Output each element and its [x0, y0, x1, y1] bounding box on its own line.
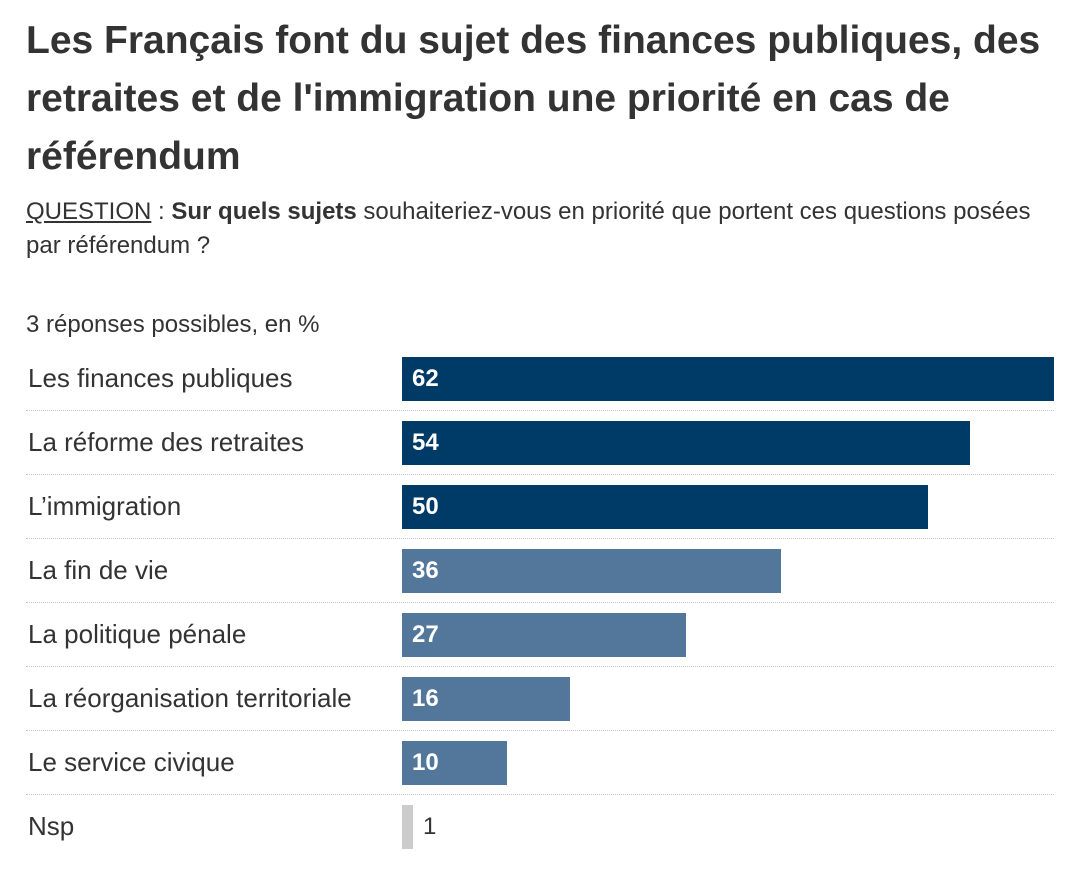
bar-row: La réorganisation territoriale 16 [26, 666, 1054, 731]
question-rest: souhaiteriez-vous en priorité que porten… [26, 198, 1031, 259]
bar-row: Les finances publiques 62 [26, 346, 1054, 411]
question-separator: : [151, 198, 172, 225]
chart-subtitle: 3 réponses possibles, en % [26, 311, 320, 338]
bar-value-label: 27 [412, 621, 439, 648]
category-label: Le service civique [28, 747, 235, 777]
bar-row: L’immigration 50 [26, 474, 1054, 539]
question-bold: Sur quels sujets [171, 198, 357, 225]
question-text: QUESTION : Sur quels sujets souhaiteriez… [26, 195, 1056, 263]
bar [402, 549, 781, 593]
bar-value-label: 16 [412, 685, 439, 712]
bar [402, 357, 1054, 401]
bar-value-label: 1 [423, 813, 437, 840]
bar-row: Le service civique 10 [26, 730, 1054, 795]
bar-row: La politique pénale 27 [26, 602, 1054, 667]
bar [402, 421, 970, 465]
bar-row: La réforme des retraites 54 [26, 410, 1054, 475]
category-label: La réorganisation territoriale [28, 683, 352, 713]
bar-value-label: 10 [412, 749, 439, 776]
category-label: L’immigration [28, 491, 182, 521]
bar-value-label: 62 [412, 365, 439, 392]
category-label: La réforme des retraites [28, 427, 305, 457]
bar-row: La fin de vie 36 [26, 538, 1054, 603]
bar-value-label: 36 [412, 557, 439, 584]
bar [402, 613, 686, 657]
bar [402, 677, 570, 721]
category-label: La politique pénale [28, 619, 247, 649]
bar-value-label: 50 [412, 493, 439, 520]
bar [402, 805, 413, 849]
question-label: QUESTION [26, 198, 152, 225]
bar-chart: Les finances publiques 62 La réforme des r… [0, 346, 1080, 874]
bar-value-label: 54 [412, 429, 439, 456]
bar [402, 741, 507, 785]
category-label: Les finances publiques [28, 363, 293, 393]
category-label: Nsp [28, 811, 75, 841]
bar-row: Nsp 1 [26, 794, 1054, 858]
chart-title: Les Français font du sujet des finances … [26, 19, 1041, 178]
category-label: La fin de vie [28, 555, 169, 585]
bar [402, 485, 928, 529]
